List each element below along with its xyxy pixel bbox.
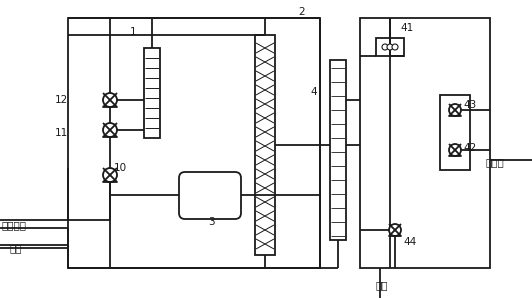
Bar (440, 95, 470, 170)
Circle shape (103, 93, 117, 107)
Text: 12: 12 (55, 95, 68, 105)
Text: 3: 3 (208, 217, 214, 227)
Circle shape (392, 44, 398, 50)
Text: 碳四原料: 碳四原料 (2, 220, 27, 230)
Text: 44: 44 (403, 237, 416, 247)
Text: 2: 2 (298, 7, 305, 17)
FancyBboxPatch shape (179, 172, 241, 219)
Circle shape (389, 224, 401, 236)
Bar (255, 35, 275, 255)
Text: 芳烃: 芳烃 (375, 280, 387, 290)
Text: 液化气: 液化气 (485, 157, 504, 167)
Text: 甲醇: 甲醇 (10, 243, 22, 253)
Circle shape (449, 144, 461, 156)
Bar (144, 48, 160, 138)
Text: 10: 10 (114, 163, 127, 173)
Circle shape (449, 104, 461, 116)
Bar (376, 38, 404, 56)
Text: 1: 1 (130, 27, 137, 37)
Bar (360, 18, 490, 268)
Bar (330, 60, 346, 240)
Circle shape (382, 44, 388, 50)
Text: 42: 42 (463, 143, 476, 153)
Circle shape (103, 168, 117, 182)
Circle shape (387, 44, 393, 50)
Text: 4: 4 (310, 87, 317, 97)
Text: 41: 41 (400, 23, 413, 33)
Text: 43: 43 (463, 100, 476, 110)
Circle shape (103, 123, 117, 137)
Bar (68, 18, 320, 268)
Text: 11: 11 (55, 128, 68, 138)
